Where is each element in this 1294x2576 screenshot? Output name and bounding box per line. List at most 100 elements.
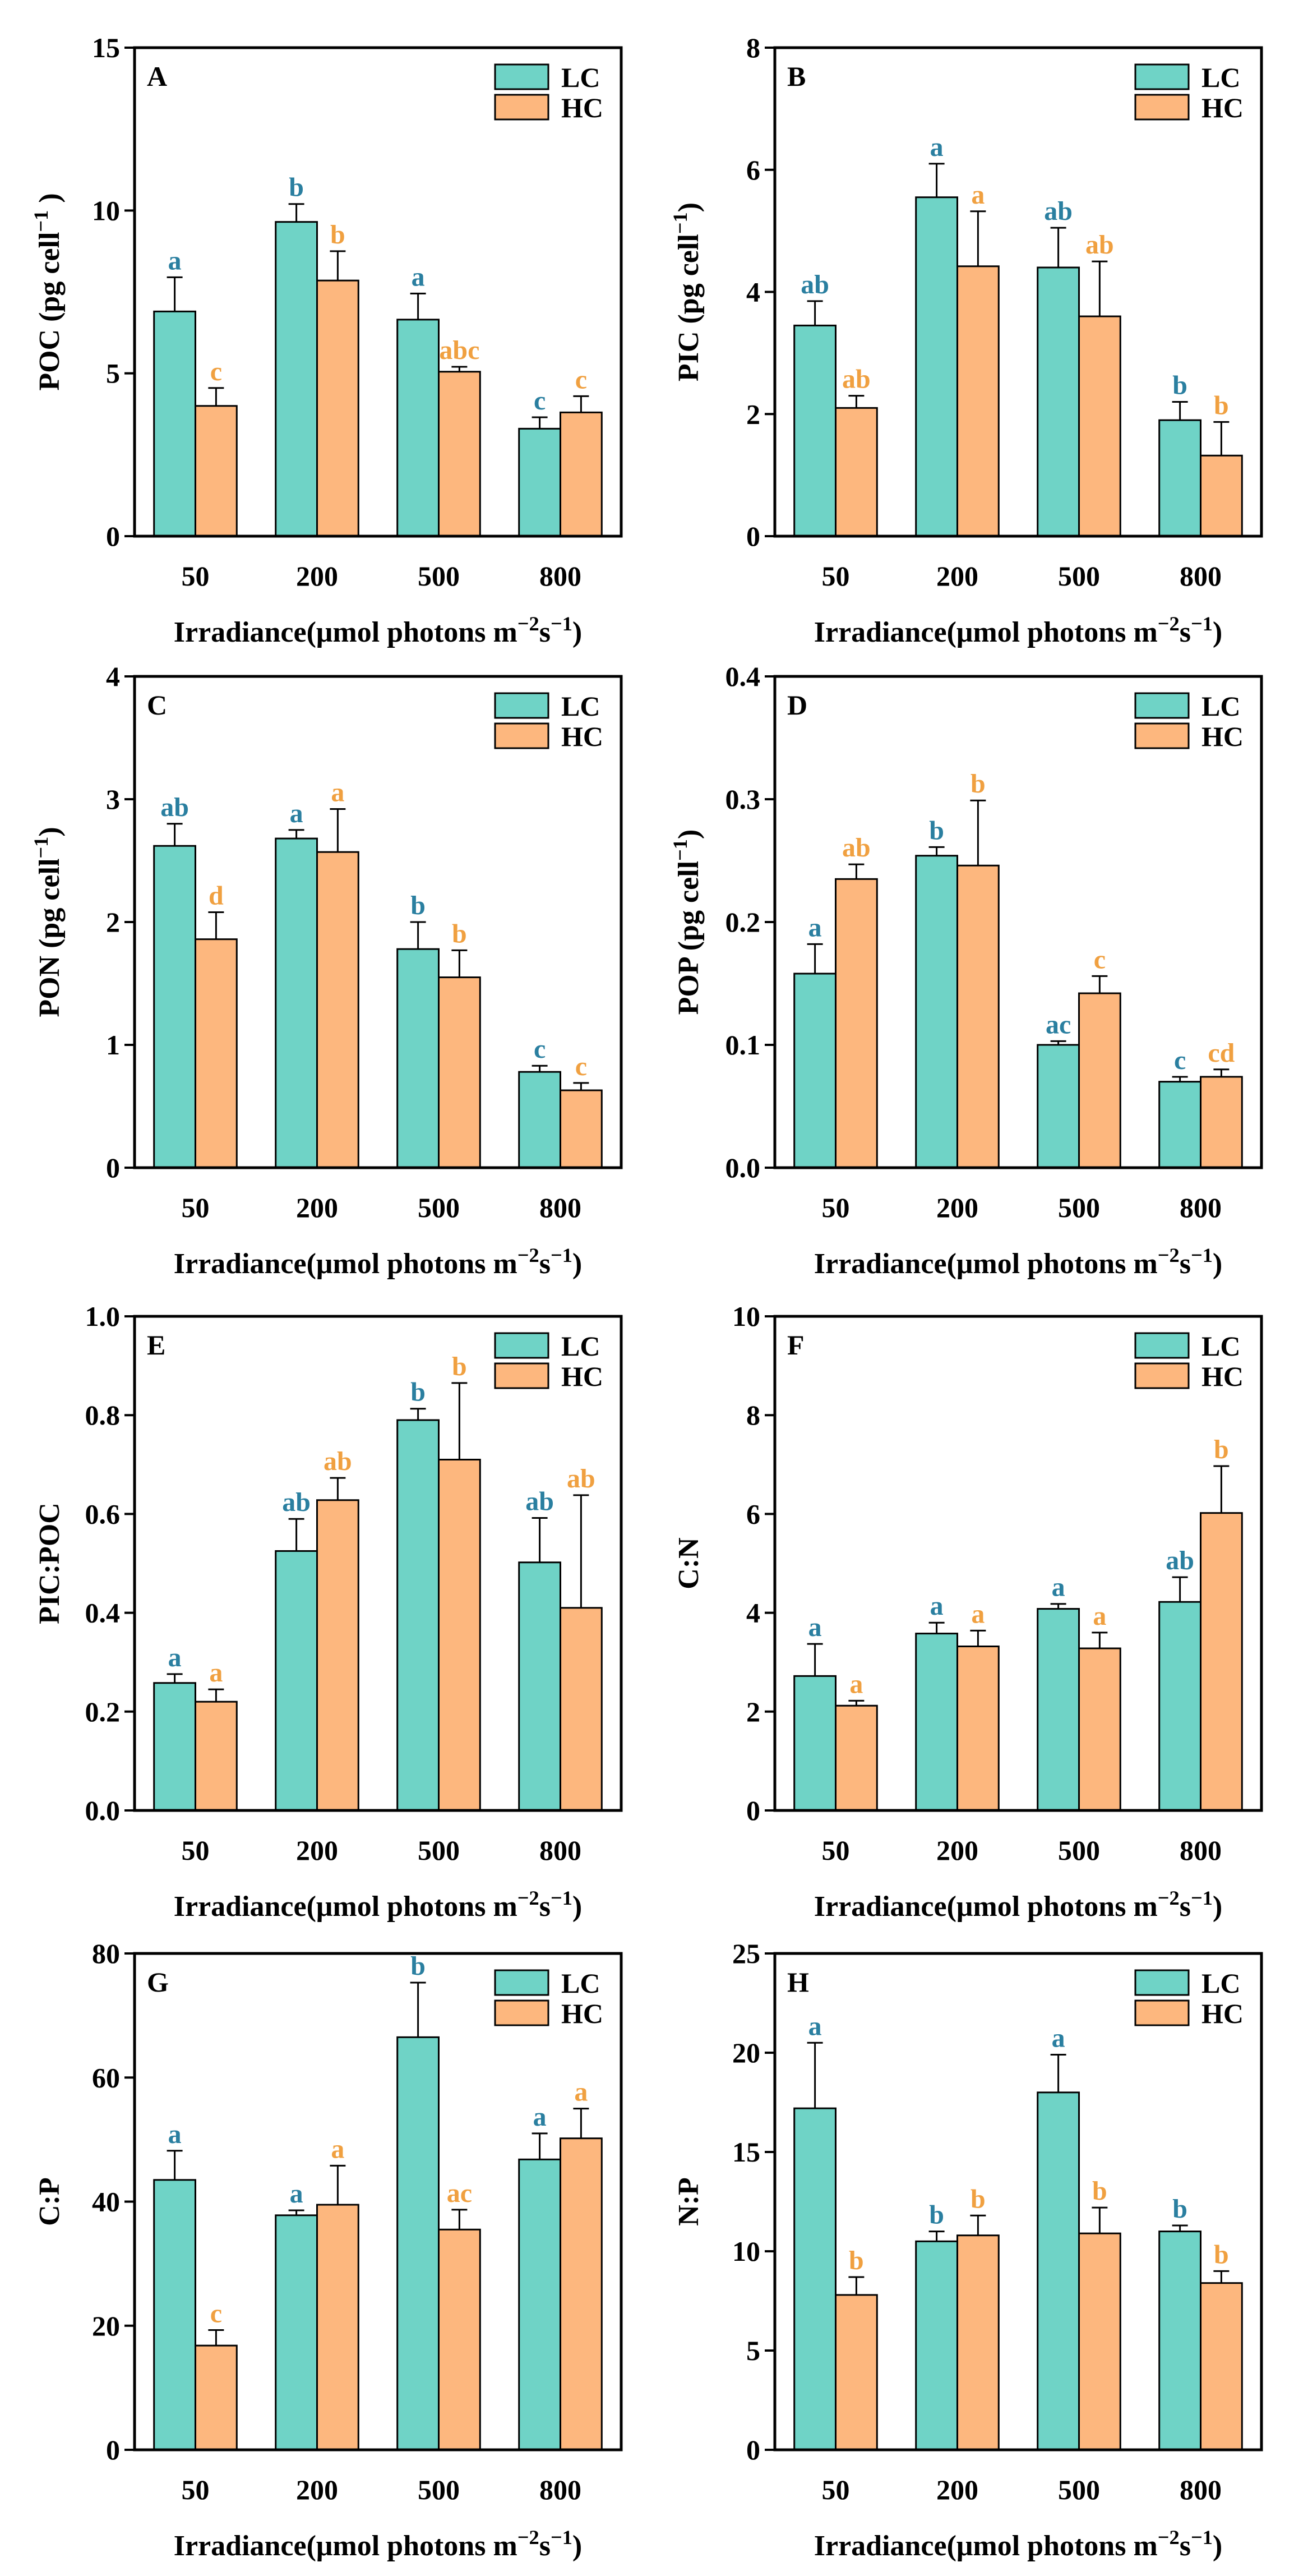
bar-lc — [153, 845, 196, 1169]
significance-letter: c — [534, 386, 546, 416]
bar-lc — [153, 310, 196, 537]
bar-hc — [316, 279, 359, 537]
x-tick-label: 500 — [1058, 560, 1100, 592]
x-tick-label: 50 — [182, 1192, 210, 1223]
bar-hc — [956, 2234, 1000, 2451]
bar-lc — [396, 2036, 440, 2451]
y-tick-label: 0.3 — [725, 784, 761, 815]
significance-letter: a — [209, 1658, 223, 1688]
bar-lc — [396, 1419, 440, 1812]
x-axis-title: Irradiance(μmol photons m−2s−1) — [174, 612, 582, 648]
legend-label-lc: LC — [561, 690, 600, 722]
legend-label-lc: LC — [561, 1967, 600, 1999]
bar-lc — [396, 948, 440, 1169]
significance-letter: b — [971, 2184, 986, 2214]
significance-letter: c — [210, 357, 222, 386]
legend-label-hc: HC — [561, 721, 603, 752]
y-tick-label: 5 — [106, 358, 120, 389]
bar-lc — [396, 319, 440, 537]
y-tick-label: 2 — [746, 398, 760, 430]
bar-lc — [1158, 1601, 1201, 1812]
significance-letter: a — [971, 1599, 985, 1629]
significance-letter: ab — [324, 1446, 352, 1476]
legend-swatch-hc — [494, 94, 549, 121]
significance-letter: b — [410, 1377, 426, 1407]
panel-B: ab a ab b ab a ab b 0 2 4 6 8 50 200 500 800 Irradiance(μ… — [669, 32, 1263, 648]
x-axis-title: Irradiance(μmol photons m−2s−1) — [814, 1887, 1222, 1923]
y-axis-title: N:P — [673, 2177, 705, 2226]
y-tick-label: 60 — [92, 2062, 120, 2093]
bar-hc — [835, 878, 878, 1169]
bar-hc — [835, 1704, 878, 1812]
plot-frame — [133, 1315, 623, 1812]
significance-letter: ab — [282, 1487, 311, 1517]
bar-hc — [438, 2228, 481, 2451]
x-tick-label: 800 — [539, 560, 581, 592]
x-tick-label: 500 — [418, 560, 460, 592]
significance-letter: b — [971, 769, 986, 799]
x-tick-label: 800 — [1180, 560, 1222, 592]
bar-hc — [956, 864, 1000, 1169]
significance-letter: c — [1174, 1045, 1186, 1075]
x-tick-label: 50 — [822, 1192, 850, 1223]
legend-label-lc: LC — [561, 62, 600, 93]
x-tick-label: 500 — [1058, 1835, 1100, 1866]
x-tick-label: 800 — [539, 2474, 581, 2505]
x-tick-label: 800 — [1180, 1835, 1222, 1866]
bar-hc — [195, 2344, 238, 2451]
bar-lc — [1037, 1608, 1080, 1812]
significance-letter: a — [331, 2134, 344, 2164]
panel-letter: E — [147, 1329, 165, 1361]
significance-letter: ab — [567, 1464, 595, 1494]
significance-letter: a — [533, 2102, 547, 2132]
x-axis-title: Irradiance(μmol photons m−2s−1) — [174, 1887, 582, 1923]
significance-letter: a — [168, 2119, 182, 2149]
significance-letter: b — [929, 815, 944, 845]
y-tick-label: 0 — [746, 1795, 760, 1826]
y-tick-label: 4 — [746, 1597, 760, 1629]
y-tick-label: 5 — [746, 2335, 760, 2366]
legend-swatch-hc — [494, 1362, 549, 1389]
bar-lc — [518, 2158, 561, 2451]
bar-hc — [560, 1607, 603, 1812]
bar-hc — [1200, 2282, 1243, 2451]
y-tick-label: 0.6 — [85, 1498, 121, 1529]
x-tick-label: 200 — [936, 560, 978, 592]
y-tick-label: 10 — [732, 2236, 760, 2267]
y-axis-title: C:P — [34, 2177, 66, 2226]
y-tick-label: 20 — [732, 2037, 760, 2068]
y-tick-label: 10 — [732, 1301, 760, 1332]
plot-frame — [773, 1315, 1263, 1812]
y-tick-label: 0 — [106, 1152, 120, 1183]
x-tick-label: 200 — [936, 2474, 978, 2505]
x-tick-label: 200 — [296, 1835, 338, 1866]
bar-hc — [438, 1458, 481, 1812]
bar-lc — [1037, 1044, 1080, 1169]
significance-letter: b — [289, 173, 304, 202]
y-tick-label: 80 — [92, 1938, 120, 1969]
significance-letter: c — [1094, 944, 1106, 974]
bar-hc — [1078, 992, 1121, 1169]
y-tick-label: 15 — [732, 2136, 760, 2168]
x-tick-label: 500 — [418, 1192, 460, 1223]
x-axis-title: Irradiance(μmol photons m−2s−1) — [814, 1244, 1222, 1280]
panel-letter: F — [787, 1329, 805, 1361]
significance-letter: a — [1052, 2024, 1065, 2053]
x-tick-label: 50 — [822, 560, 850, 592]
panel-letter: C — [147, 689, 167, 721]
bar-lc — [275, 837, 318, 1169]
significance-letter: a — [849, 1669, 863, 1699]
significance-letter: a — [808, 913, 822, 942]
legend-swatch-hc — [1134, 94, 1190, 121]
significance-letter: b — [1172, 370, 1187, 400]
significance-letter: a — [331, 778, 344, 808]
bar-hc — [1200, 454, 1243, 537]
significance-letter: ab — [1166, 1546, 1194, 1575]
significance-letter: a — [1093, 1601, 1106, 1631]
x-tick-label: 50 — [182, 2474, 210, 2505]
y-tick-label: 1.0 — [85, 1301, 121, 1332]
significance-letter: a — [168, 1643, 182, 1672]
significance-letter: ab — [1044, 196, 1073, 226]
